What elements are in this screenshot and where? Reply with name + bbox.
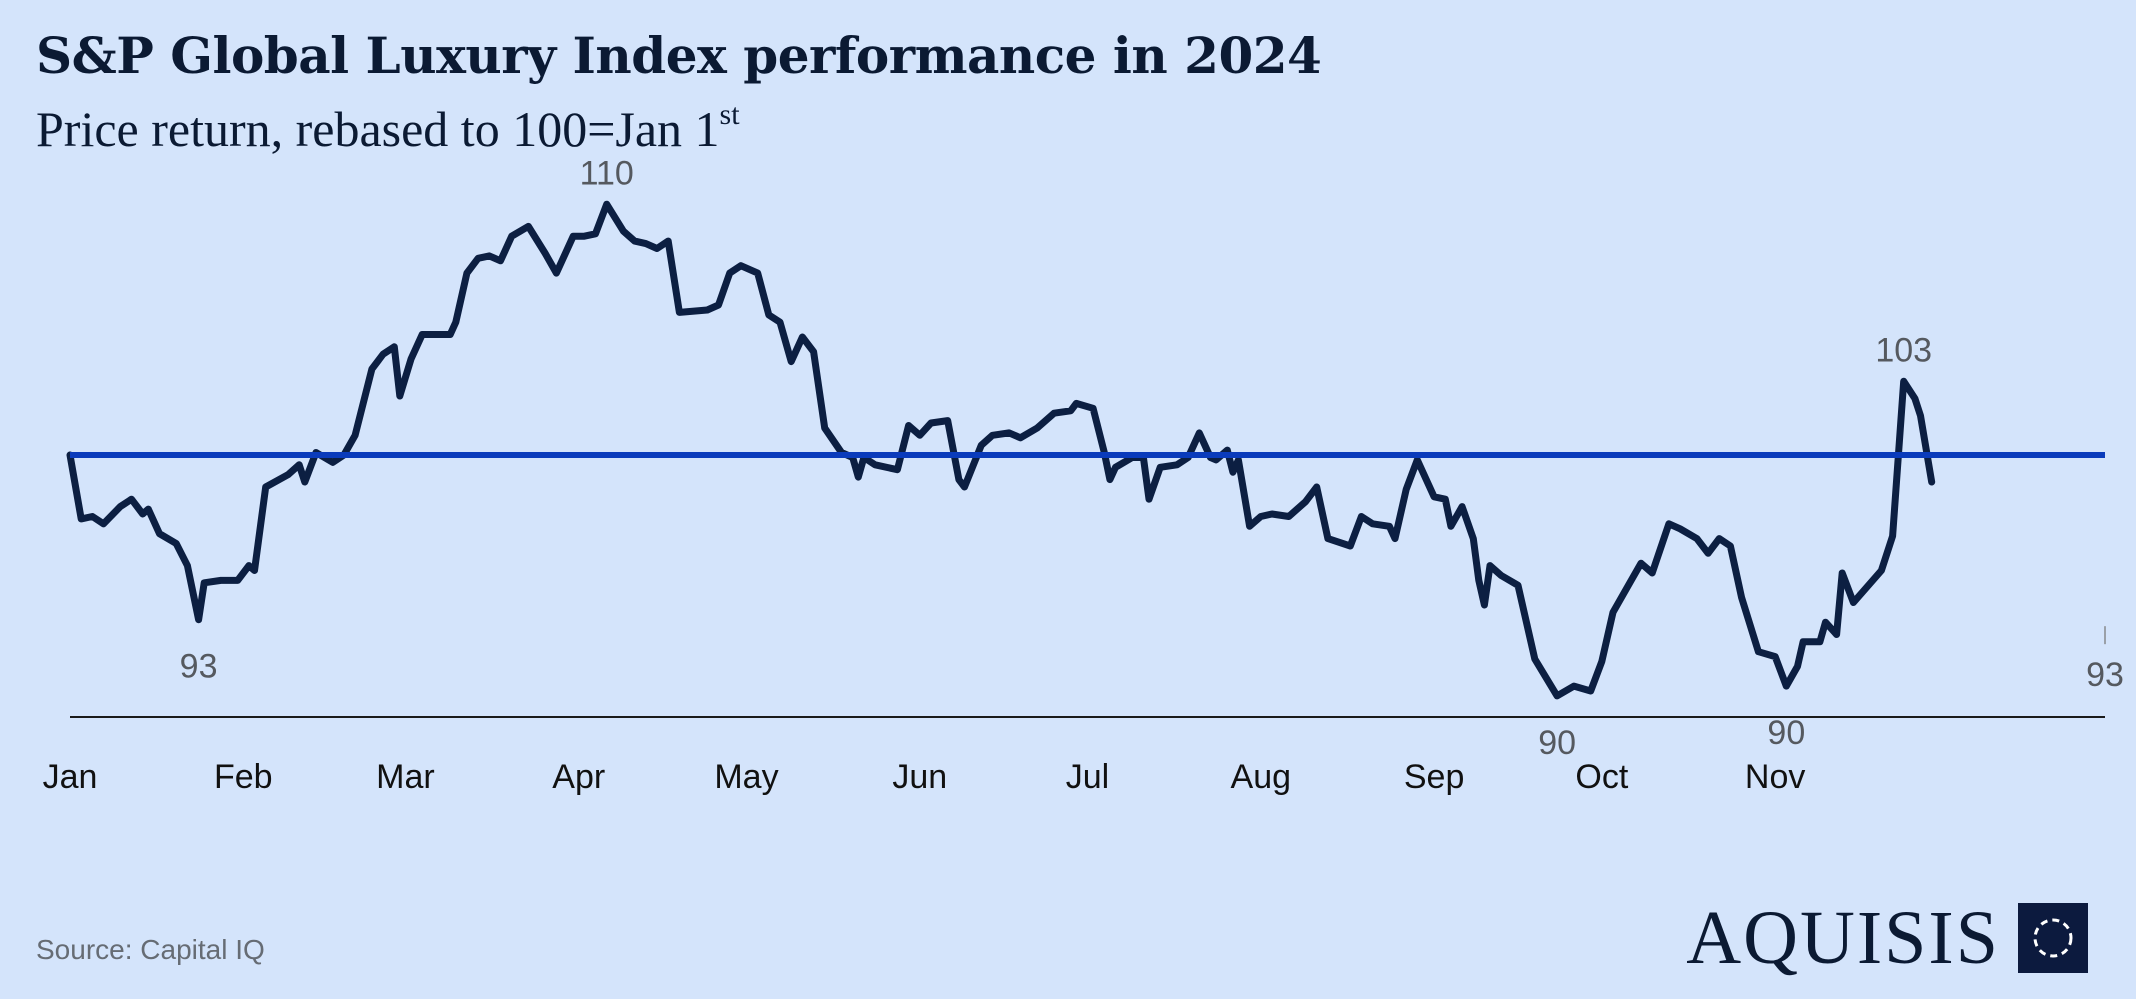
x-tick-label: Oct xyxy=(1575,758,1628,796)
x-tick-label: Apr xyxy=(552,758,605,796)
x-tick-label: Aug xyxy=(1231,758,1292,796)
source-note: Source: Capital IQ xyxy=(36,934,265,965)
x-tick-label: Feb xyxy=(214,758,273,796)
data-label: 110 xyxy=(580,154,634,192)
brand-mark-icon xyxy=(2018,903,2088,973)
data-label: 103 xyxy=(1875,331,1932,369)
brand-wordmark: AQUISIS xyxy=(1686,896,2000,980)
subtitle-text: Price return, rebased to 100=Jan 1 xyxy=(36,101,720,157)
data-label: 90 xyxy=(1538,724,1576,762)
x-tick-label: Jan xyxy=(43,758,98,796)
data-label: 90 xyxy=(1767,714,1805,752)
chart-title: S&P Global Luxury Index performance in 2… xyxy=(36,26,1322,85)
x-tick-label: May xyxy=(714,758,778,796)
subtitle-superscript: st xyxy=(719,98,740,131)
series-line xyxy=(66,200,1936,700)
data-label: 93 xyxy=(180,648,218,686)
x-axis: Jan Feb Mar Apr May Jun Jul Aug Sep Oct Nov xyxy=(43,716,2105,796)
x-tick-label: Sep xyxy=(1404,758,1465,796)
line-chart: Jan Feb Mar Apr May Jun Jul Aug Sep Oct Nov 931109… xyxy=(43,154,2124,796)
chart-subtitle: Price return, rebased to 100=Jan 1st xyxy=(36,98,740,158)
data-label: 93 xyxy=(2086,656,2124,694)
x-tick-label: Jul xyxy=(1066,758,1109,796)
x-tick-label: Jun xyxy=(892,758,947,796)
series-line-layer xyxy=(66,200,1936,700)
x-tick-label: Mar xyxy=(376,758,435,796)
x-tick-label: Nov xyxy=(1745,758,1805,796)
brand-logo: AQUISIS xyxy=(1686,900,2088,976)
data-labels: 93 110 90 90 103 93 xyxy=(180,154,2124,762)
